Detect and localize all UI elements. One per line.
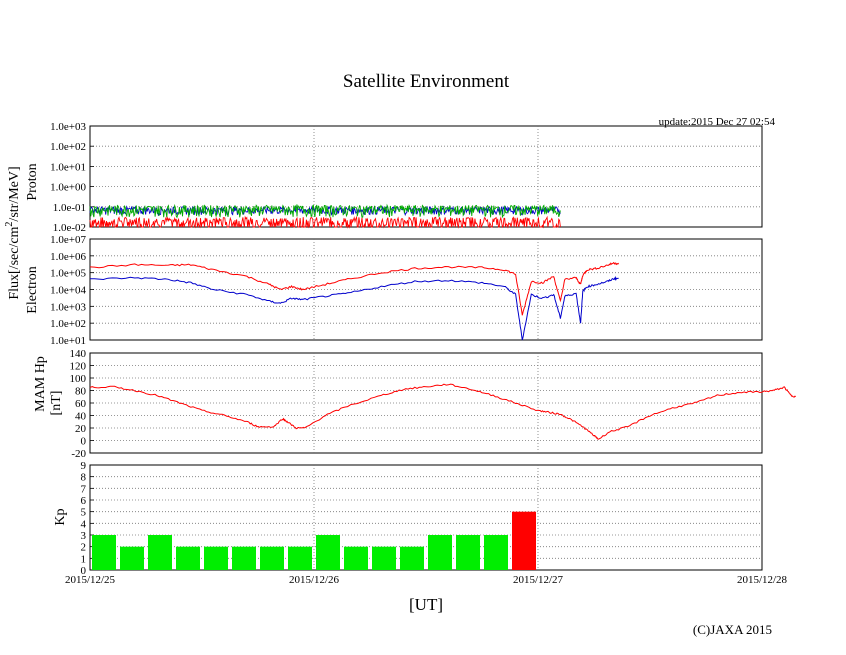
proton-line [89, 203, 561, 219]
kp-bar [428, 535, 452, 570]
x-tick-label: 2015/12/26 [289, 574, 340, 586]
mam-ylabel-unit: [nT] [49, 391, 64, 416]
x-tick-label: 2015/12/27 [513, 574, 564, 586]
mam-series [89, 383, 797, 440]
y-tick-label: 9 [81, 460, 87, 472]
update-timestamp: update:2015 Dec 27 02:54 [659, 116, 776, 128]
kp-bar [148, 535, 172, 570]
electron-ylabel: Electron [25, 266, 40, 313]
y-tick-label: 4 [81, 518, 87, 530]
y-tick-label: 0 [81, 436, 87, 448]
y-tick-label: 1.0e+05 [50, 268, 86, 280]
y-tick-label: 1 [81, 553, 87, 565]
kp-bar [372, 546, 396, 570]
kp-bar [204, 546, 228, 570]
electron-line [89, 261, 620, 316]
y-tick-label: -20 [71, 448, 86, 460]
kp-bar [92, 535, 116, 570]
proton-series [89, 203, 561, 229]
kp-bar [232, 546, 256, 570]
flux-ylabel-end: /str/MeV] [7, 166, 22, 221]
y-tick-label: 1.0e+04 [50, 285, 86, 297]
y-tick-label: 80 [75, 386, 87, 398]
kp-bar [176, 546, 200, 570]
flux-ylabel-sup: 2 [4, 222, 15, 227]
y-tick-label: 40 [75, 411, 87, 423]
proton-line [89, 205, 561, 217]
y-tick-label: 60 [75, 398, 87, 410]
y-tick-label: 1.0e+01 [50, 161, 86, 173]
y-tick-label: 1.0e-02 [53, 222, 86, 234]
y-tick-label: 100 [70, 373, 87, 385]
y-tick-label: 1.0e+00 [50, 182, 86, 194]
flux-ylabel-main: Flux[/sec/cm [7, 226, 22, 299]
y-tick-label: 8 [81, 472, 87, 484]
copyright: (C)JAXA 2015 [693, 622, 772, 637]
x-tick-labels: 2015/12/25 2015/12/26 2015/12/27 2015/12/28 [65, 574, 788, 586]
proton-ylabel: Proton [25, 163, 40, 200]
kp-bar [316, 535, 340, 570]
flux-ylabel: Flux[/sec/cm2/str/MeV] [4, 166, 22, 299]
y-tick-label: 120 [70, 361, 87, 373]
y-tick-label: 7 [81, 483, 87, 495]
kp-bar [344, 546, 368, 570]
y-tick-label: 6 [81, 495, 87, 507]
y-tick-label: 1.0e+02 [50, 318, 86, 330]
proton-line [89, 215, 561, 229]
y-tick-label: 0 [81, 565, 87, 577]
y-tick-label: 1.0e-01 [53, 202, 86, 214]
kp-panel-frame [89, 464, 763, 571]
kp-bar [484, 535, 508, 570]
kp-bar [512, 511, 536, 570]
kp-bar [400, 546, 424, 570]
y-tick-label: 1.0e+03 [50, 301, 86, 313]
kp-bar [456, 535, 480, 570]
y-tick-label: 3 [81, 530, 87, 542]
y-tick-label: 140 [70, 348, 87, 360]
x-axis-label: [UT] [409, 595, 443, 614]
y-tick-labels: 1.0e-02 1.0e-01 1.0e+00 1.0e+01 1.0e+02 1.0e+… [50, 121, 86, 577]
x-tick-label: 2015/12/25 [65, 574, 116, 586]
mam-ylabel: MAM Hp [33, 356, 48, 412]
y-tick-label: 1.0e+02 [50, 141, 86, 153]
x-tick-label: 2015/12/28 [737, 574, 788, 586]
electron-line [90, 275, 619, 341]
chart-title: Satellite Environment [343, 71, 510, 92]
kp-bar [260, 546, 284, 570]
y-tick-label: 1.0e+03 [50, 121, 86, 133]
electron-series [89, 261, 620, 341]
y-tick-label: 1.0e+01 [50, 335, 86, 347]
kp-bar [288, 546, 312, 570]
kp-ylabel: Kp [53, 508, 68, 525]
grid-lines [90, 125, 762, 571]
kp-bar [120, 546, 144, 570]
kp-bars [92, 511, 536, 570]
mam-line [89, 383, 797, 440]
y-tick-label: 5 [81, 507, 87, 519]
y-tick-label: 2 [81, 542, 87, 554]
y-tick-label: 1.0e+06 [50, 251, 86, 263]
y-tick-label: 20 [75, 423, 87, 435]
y-tick-label: 1.0e+07 [50, 234, 86, 246]
